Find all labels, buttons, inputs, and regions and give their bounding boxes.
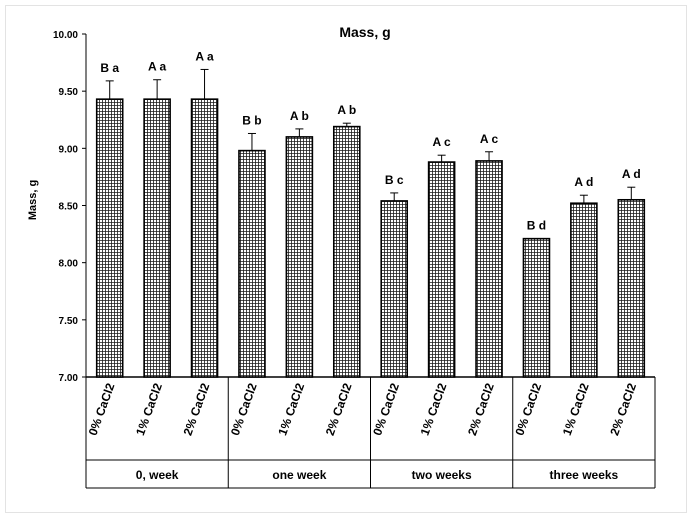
bar-annotation: A a [195, 49, 214, 63]
bar [380, 200, 409, 378]
group-label: two weeks [412, 468, 472, 482]
bar-annotation: B a [100, 61, 119, 75]
x-tick-label: 0% CaCl2 [86, 381, 118, 437]
x-tick-label: 1% CaCl2 [133, 381, 165, 437]
y-tick-label: 10.00 [53, 30, 78, 41]
bar-annotation: A d [574, 175, 593, 189]
group-label: 0, week [136, 468, 179, 482]
chart-title: Mass, g [339, 24, 390, 40]
bar [285, 136, 314, 378]
bar-annotation: A c [433, 135, 452, 149]
x-tick-label: 0% CaCl2 [228, 381, 260, 437]
bar [238, 149, 266, 378]
bar [475, 160, 503, 378]
x-tick-label: 2% CaCl2 [323, 381, 355, 437]
y-tick-label: 7.00 [59, 373, 79, 384]
bar [332, 125, 361, 378]
bar [570, 202, 598, 378]
x-tick-label: 0% CaCl2 [370, 381, 402, 437]
group-label: three weeks [550, 468, 619, 482]
y-axis-label: Mass, g [27, 180, 39, 220]
bar-annotation: B d [527, 219, 546, 233]
bar-annotation: A b [290, 109, 309, 123]
bar [617, 198, 646, 378]
y-tick-label: 8.00 [59, 259, 79, 270]
chart-frame [5, 5, 687, 513]
x-tick-label: 2% CaCl2 [465, 381, 497, 437]
bar-annotation: A a [148, 60, 167, 74]
bar [427, 161, 456, 378]
bar-annotation: B c [385, 173, 404, 187]
x-tick-label: 2% CaCl2 [607, 381, 639, 437]
bar [522, 237, 551, 378]
y-tick-label: 7.50 [59, 316, 79, 327]
bar-annotation: A d [622, 167, 641, 181]
y-tick-label: 9.50 [59, 87, 79, 98]
group-label: one week [272, 468, 326, 482]
bar [190, 98, 219, 378]
x-tick-label: 1% CaCl2 [418, 381, 450, 437]
bar [143, 98, 171, 378]
x-tick-label: 0% CaCl2 [512, 381, 544, 437]
bar-annotation: A c [480, 132, 499, 146]
x-tick-label: 1% CaCl2 [275, 381, 307, 437]
bar-annotation: B b [242, 113, 261, 127]
x-tick-label: 1% CaCl2 [560, 381, 592, 437]
y-tick-label: 9.00 [59, 144, 79, 155]
x-tick-label: 2% CaCl2 [180, 381, 212, 437]
y-tick-label: 8.50 [59, 202, 79, 213]
bar-annotation: A b [337, 103, 356, 117]
bar [95, 98, 124, 378]
